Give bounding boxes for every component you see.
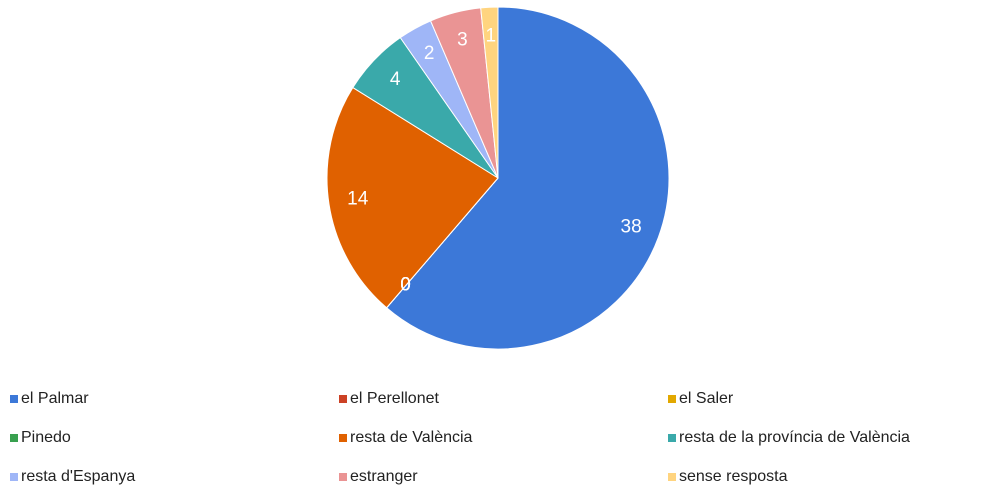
legend-label: sense resposta <box>679 468 788 485</box>
data-label: 2 <box>424 43 435 64</box>
legend-label: resta d'Espanya <box>21 468 135 485</box>
legend-label: resta de València <box>350 429 473 446</box>
data-label: 14 <box>347 189 369 210</box>
legend-label: Pinedo <box>21 429 71 446</box>
legend-swatch <box>668 395 676 403</box>
legend-swatch <box>339 473 347 481</box>
legend-swatch <box>10 473 18 481</box>
legend-swatch <box>339 395 347 403</box>
data-label: 3 <box>457 30 468 51</box>
data-label: 0 <box>400 275 411 296</box>
data-label: 0 <box>400 275 411 296</box>
legend-swatch <box>668 473 676 481</box>
legend-label: el Palmar <box>21 390 89 407</box>
legend-label: estranger <box>350 468 418 485</box>
pie-slice <box>480 6 499 179</box>
data-label: 0 <box>400 275 411 296</box>
legend-label: resta de la província de València <box>679 429 910 446</box>
legend-swatch <box>10 395 18 403</box>
legend-label: el Perellonet <box>350 390 440 407</box>
pie-slice <box>326 86 499 309</box>
legend-swatch <box>339 434 347 442</box>
legend-swatch <box>10 434 18 442</box>
pie-slice <box>385 6 670 350</box>
data-label: 1 <box>486 25 497 46</box>
data-label: 4 <box>390 69 401 90</box>
legend-label: el Saler <box>679 390 734 407</box>
legend-swatch <box>668 434 676 442</box>
data-label: 38 <box>621 216 642 237</box>
